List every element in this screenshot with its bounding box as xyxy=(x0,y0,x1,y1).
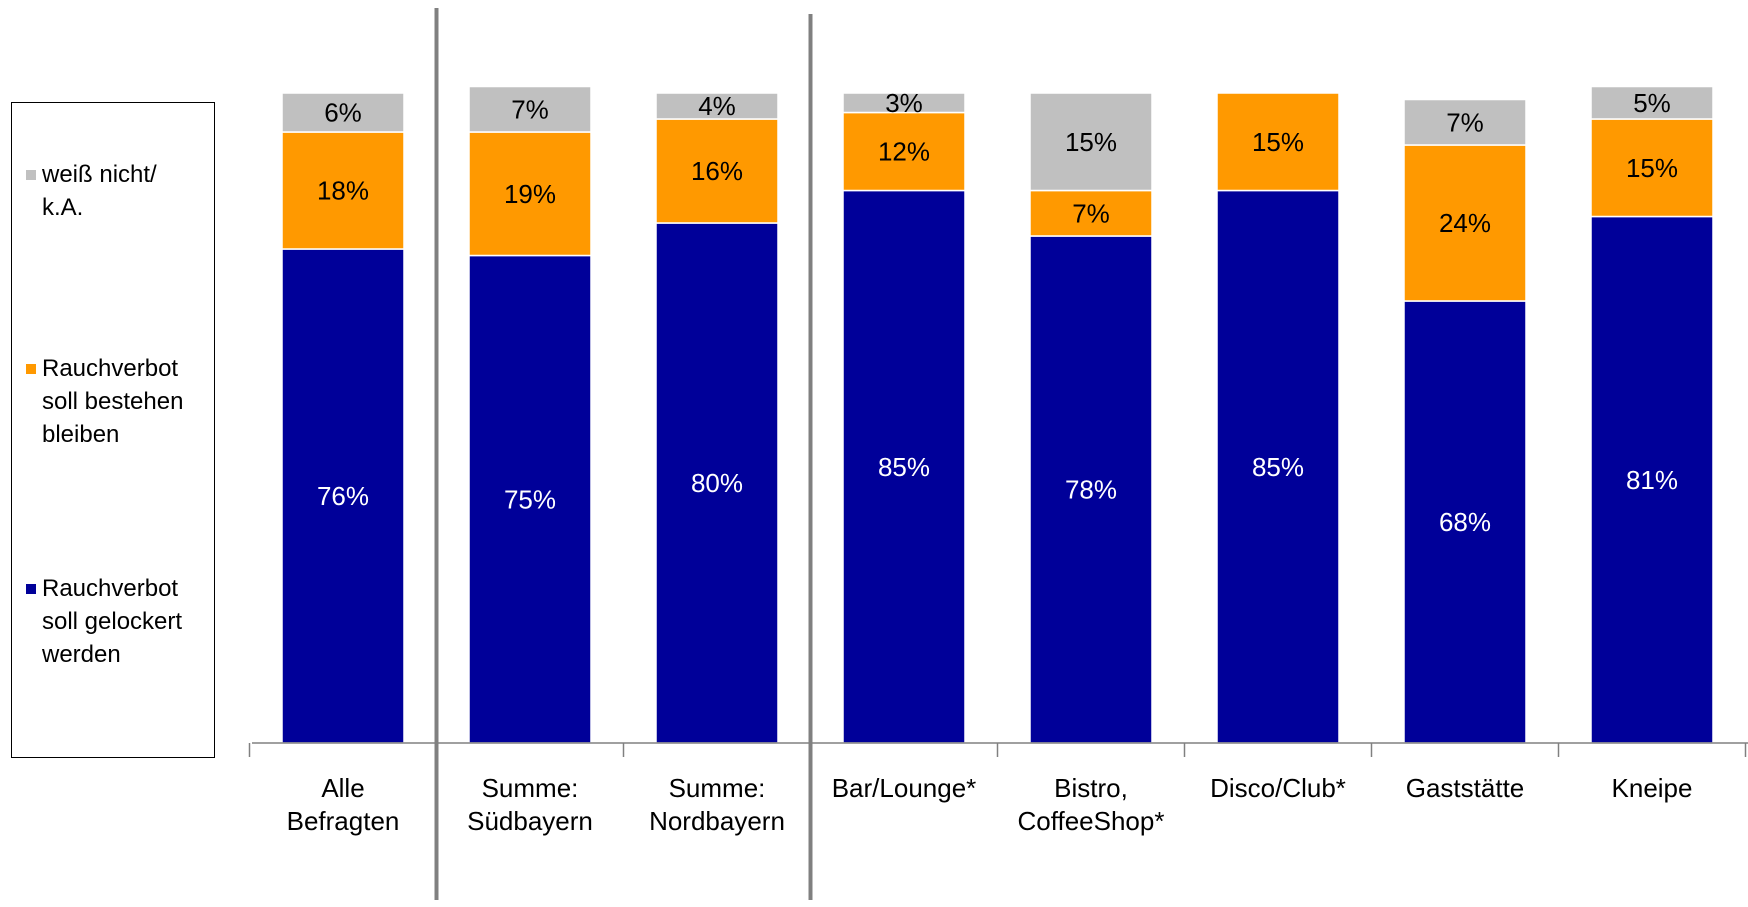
category-label-5: Disco/Club* xyxy=(1210,773,1346,803)
category-label-2: Summe: Nordbayern xyxy=(649,773,785,836)
bar-segment-s1-c3 xyxy=(842,111,966,192)
bar-segment-s0-c0 xyxy=(281,248,405,744)
data-label-s1-c7: 15% xyxy=(1626,153,1678,183)
data-label-s0-c6: 68% xyxy=(1439,507,1491,537)
data-label-s2-c6: 7% xyxy=(1446,107,1484,137)
bar-segment-s2-c6 xyxy=(1403,98,1527,146)
category-label-7: Kneipe xyxy=(1611,773,1693,803)
bar-segment-s2-c2 xyxy=(655,92,779,120)
category-label-3: Bar/Lounge* xyxy=(831,773,977,803)
legend-label-bestehen-bleiben: Rauchverbot soll bestehen bleiben xyxy=(42,355,184,448)
data-label-s1-c1: 19% xyxy=(504,179,556,209)
legend-item-weiss-nicht: weiß nicht/ k.A. xyxy=(26,158,212,224)
data-label-s0-c2: 80% xyxy=(691,468,743,498)
legend-swatch-weiss-nicht xyxy=(26,170,36,180)
bar-segment-s1-c5 xyxy=(1216,92,1340,192)
data-label-s1-c6: 24% xyxy=(1439,208,1491,238)
data-label-s0-c3: 85% xyxy=(878,452,930,482)
data-label-s1-c2: 16% xyxy=(691,156,743,186)
data-label-s0-c7: 81% xyxy=(1626,465,1678,495)
bar-segment-s0-c3 xyxy=(842,189,966,744)
bar-segment-s0-c4 xyxy=(1029,235,1153,744)
data-label-s2-c7: 5% xyxy=(1633,88,1671,118)
legend-item-bestehen-bleiben: Rauchverbot soll bestehen bleiben xyxy=(26,352,212,451)
data-label-s0-c5: 85% xyxy=(1252,452,1304,482)
bar-segment-s1-c4 xyxy=(1029,189,1153,237)
bar-segment-s0-c7 xyxy=(1590,215,1714,744)
legend-label-weiss-nicht: weiß nicht/ k.A. xyxy=(42,161,157,221)
data-label-s0-c0: 76% xyxy=(317,481,369,511)
bar-segment-s0-c2 xyxy=(655,222,779,744)
data-label-s1-c0: 18% xyxy=(317,176,369,206)
data-label-s2-c2: 4% xyxy=(698,91,736,121)
category-label-6: Gaststätte xyxy=(1405,773,1525,803)
bar-segment-s1-c7 xyxy=(1590,118,1714,218)
bar-segment-s0-c6 xyxy=(1403,300,1527,744)
data-label-s0-c1: 75% xyxy=(504,484,556,514)
data-label-s2-c3: 3% xyxy=(885,88,923,118)
data-label-s1-c4: 7% xyxy=(1072,198,1110,228)
bar-segment-s2-c4 xyxy=(1029,92,1153,192)
legend-item-gelockert: Rauchverbot soll gelockert werden xyxy=(26,572,212,671)
legend-swatch-bestehen-bleiben xyxy=(26,364,36,374)
data-label-s1-c5: 15% xyxy=(1252,127,1304,157)
bar-segment-s0-c1 xyxy=(468,254,592,744)
data-label-s2-c1: 7% xyxy=(511,94,549,124)
data-label-s0-c4: 78% xyxy=(1065,475,1117,505)
data-label-s1-c3: 12% xyxy=(878,137,930,167)
bar-segment-s2-c7 xyxy=(1590,85,1714,120)
legend-label-gelockert: Rauchverbot soll gelockert werden xyxy=(42,575,183,668)
data-label-s2-c4: 15% xyxy=(1065,127,1117,157)
bar-segment-s1-c0 xyxy=(281,131,405,250)
bar-segment-s2-c1 xyxy=(468,85,592,133)
category-label-1: Summe: Südbayern xyxy=(467,773,593,836)
legend-swatch-gelockert xyxy=(26,584,36,594)
bar-segment-s2-c0 xyxy=(281,92,405,133)
bar-segment-s1-c6 xyxy=(1403,144,1527,302)
category-label-4: Bistro, CoffeeShop* xyxy=(1017,773,1165,836)
legend: weiß nicht/ k.A. Rauchverbot soll besteh… xyxy=(11,102,215,758)
bar-segment-s2-c3 xyxy=(842,92,966,114)
bar-segment-s0-c5 xyxy=(1216,189,1340,744)
bar-segment-s1-c1 xyxy=(468,131,592,257)
data-label-s2-c0: 6% xyxy=(324,98,362,128)
category-label-0: Alle Befragten xyxy=(286,773,400,836)
